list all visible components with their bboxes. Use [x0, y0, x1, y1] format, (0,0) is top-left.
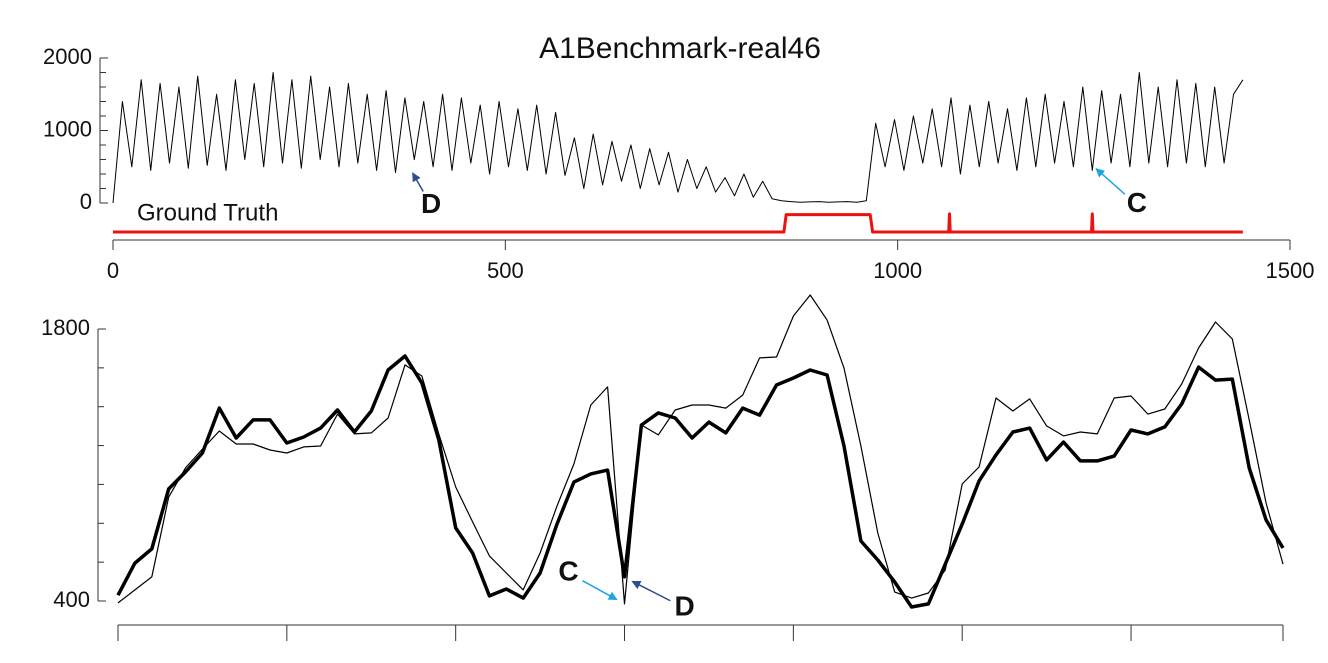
- annotation-arrow: [1095, 168, 1126, 195]
- x-tick-label: 0: [107, 258, 119, 283]
- annotation-arrow: [412, 172, 424, 192]
- annotation-label: D: [421, 188, 441, 219]
- chart-title: A1Benchmark-real46: [539, 32, 821, 65]
- series-line: [116, 354, 1285, 609]
- annotation-label: D: [674, 590, 694, 621]
- y-tick-label: 2000: [43, 44, 92, 69]
- y-tick-label: 0: [80, 189, 92, 214]
- x-tick-label: 1500: [1266, 258, 1315, 283]
- series-line: [117, 294, 1284, 605]
- y-tick-label: 1800: [41, 315, 90, 340]
- x-tick-label: 500: [487, 258, 524, 283]
- series-line: [112, 72, 1244, 204]
- x-tick-label: 1000: [873, 258, 922, 283]
- annotation-label: C: [1127, 187, 1147, 218]
- annotation-arrow: [631, 580, 671, 602]
- y-tick-label: 1000: [43, 116, 92, 141]
- annotation-arrow: [582, 580, 618, 601]
- series-label: Ground Truth: [137, 199, 278, 226]
- y-tick-label: 400: [53, 587, 90, 612]
- annotation-label: C: [558, 555, 578, 586]
- series-line: [113, 212, 1243, 234]
